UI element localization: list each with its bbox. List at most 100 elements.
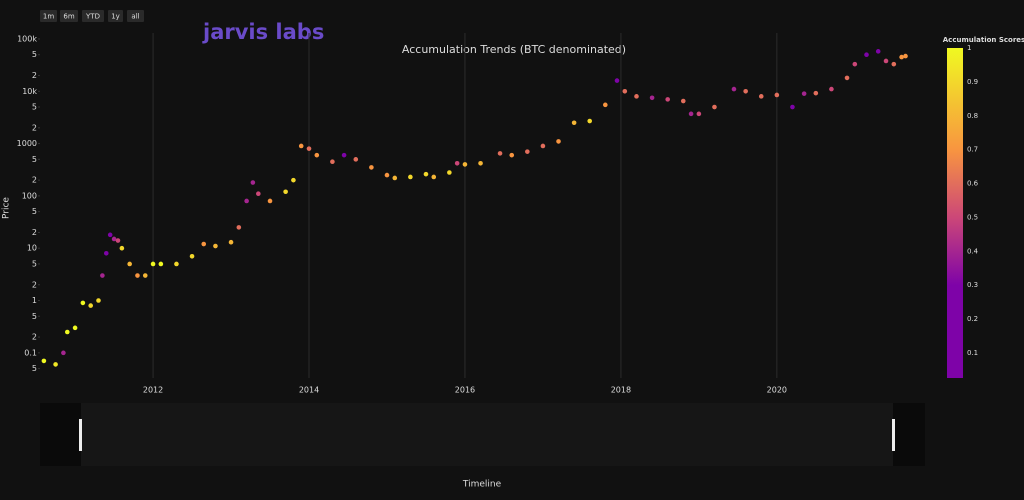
data-point (423, 171, 429, 177)
colorbar-tick-label: 1 (967, 44, 971, 52)
range-button-label[interactable]: 1m (43, 13, 54, 21)
x-tick-label: 2018 (611, 386, 631, 395)
data-point (688, 111, 694, 117)
data-point (41, 358, 47, 364)
data-point (622, 88, 628, 94)
data-point (712, 104, 717, 110)
data-point (431, 174, 437, 180)
data-point (111, 236, 117, 242)
data-point (408, 174, 413, 180)
range-slider-mask (893, 403, 925, 466)
data-point (875, 49, 881, 54)
y-tick-label: 5 (32, 207, 37, 216)
y-tick-label: 5 (32, 155, 37, 164)
y-tick-label: 0.1 (24, 348, 37, 357)
data-point (790, 104, 795, 110)
data-point (665, 97, 670, 102)
y-tick-label: 2 (32, 333, 37, 342)
range-slider-mask (40, 403, 81, 466)
y-tick-label: 5 (32, 103, 37, 112)
data-point (883, 58, 889, 64)
data-point (852, 61, 858, 67)
data-point (525, 149, 530, 154)
y-tick-label: 2 (32, 280, 37, 289)
colorbar-tick-label: 0.5 (967, 213, 978, 221)
chart-title: Accumulation Trends (BTC denominated) (402, 43, 626, 56)
colorbar-tick-label: 0.4 (967, 247, 979, 255)
range-button[interactable] (60, 10, 78, 22)
colorbar-tick-label: 0.1 (967, 349, 978, 357)
colorbar (947, 48, 963, 378)
data-point (540, 143, 546, 149)
data-point (891, 61, 897, 67)
data-point (903, 53, 908, 59)
y-tick-label: 5 (32, 312, 37, 321)
data-point (64, 329, 70, 335)
colorbar-tick-label: 0.3 (967, 281, 978, 289)
data-point (447, 170, 452, 175)
colorbar-tick-label: 0.6 (967, 180, 979, 188)
range-button[interactable] (82, 10, 104, 22)
y-tick-label: 5 (32, 364, 37, 373)
data-point (135, 273, 140, 278)
data-point (107, 232, 113, 238)
range-button[interactable] (108, 10, 123, 22)
x-tick-label: 2014 (299, 386, 319, 395)
x-tick-label: 2020 (767, 386, 787, 395)
y-tick-label: 2 (32, 123, 37, 132)
range-slider-handle[interactable] (892, 419, 895, 451)
range-slider[interactable] (40, 403, 925, 466)
data-point (256, 191, 261, 197)
range-button-label[interactable]: 1y (111, 13, 120, 21)
data-point (392, 175, 398, 181)
colorbar-title: Accumulation Scores (943, 36, 1024, 44)
range-slider-handle[interactable] (79, 419, 82, 451)
y-tick-label: 100 (22, 191, 37, 200)
data-point (587, 118, 593, 124)
range-button[interactable] (127, 10, 144, 22)
data-point (150, 261, 156, 267)
data-point (614, 78, 620, 83)
data-point (250, 180, 256, 185)
colorbar-tick-label: 0.9 (967, 78, 978, 86)
data-point (556, 139, 561, 144)
y-tick-label: 10k (22, 87, 37, 96)
data-point (174, 261, 179, 267)
y-tick-label: 1 (32, 296, 37, 305)
y-axis-title: Price (2, 197, 12, 219)
range-button-label[interactable]: 6m (63, 13, 74, 21)
data-point (314, 152, 320, 158)
watermark: jarvis labs (202, 20, 324, 44)
data-point (497, 151, 503, 156)
data-point (603, 102, 608, 108)
data-point (369, 165, 374, 170)
data-point (341, 152, 347, 158)
data-point (127, 261, 132, 267)
data-point (454, 160, 460, 166)
data-point (244, 198, 249, 204)
data-point (844, 75, 850, 81)
range-button[interactable] (40, 10, 57, 22)
data-point (462, 162, 468, 167)
range-button-label[interactable]: YTD (85, 13, 100, 21)
data-point (696, 111, 702, 117)
data-point (53, 362, 58, 367)
data-point (478, 160, 483, 166)
data-point (509, 152, 515, 158)
y-tick-label: 2 (32, 228, 37, 237)
colorbar-tick-label: 0.2 (967, 315, 978, 323)
data-point (88, 303, 93, 308)
data-point (236, 225, 242, 230)
range-button-label[interactable]: all (131, 13, 139, 21)
data-point (201, 241, 207, 247)
data-point (103, 250, 109, 256)
data-point (80, 300, 86, 306)
data-point (680, 98, 686, 104)
x-tick-label: 2012 (143, 386, 163, 395)
data-point (158, 261, 164, 267)
data-point (267, 198, 273, 204)
x-tick-label: 2016 (455, 386, 475, 395)
data-point (119, 245, 125, 251)
data-point (306, 146, 312, 151)
data-point (100, 273, 105, 278)
